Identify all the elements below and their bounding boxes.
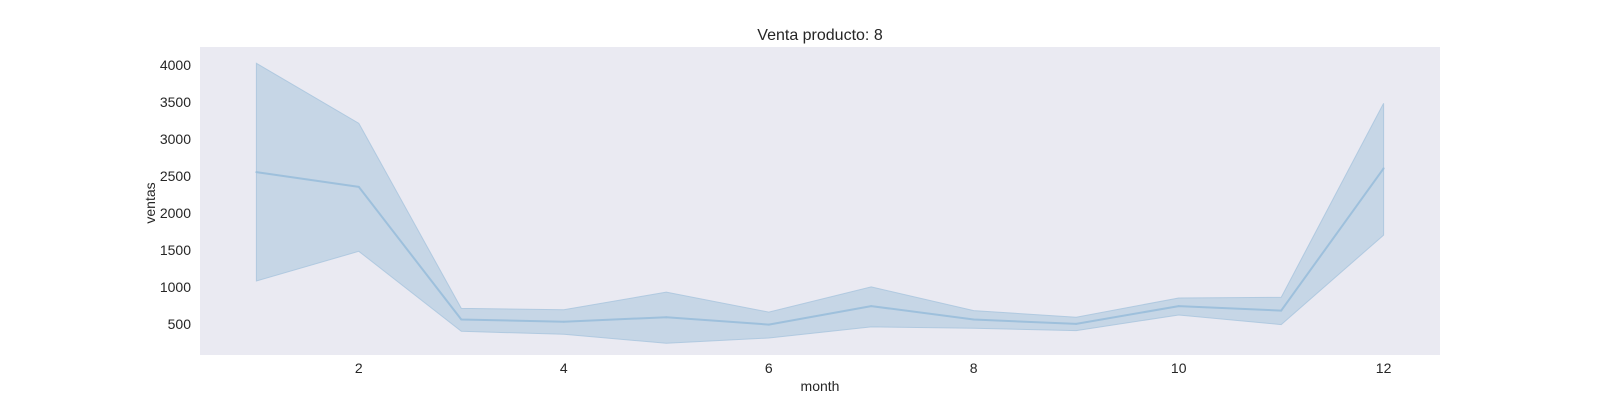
x-axis-label: month xyxy=(801,378,840,394)
confidence-band xyxy=(255,62,1385,344)
data-point xyxy=(255,171,258,174)
data-point xyxy=(767,323,770,326)
series-line xyxy=(256,167,1385,326)
x-tick-label: 12 xyxy=(1376,360,1392,376)
y-tick-label: 3500 xyxy=(160,94,191,110)
x-tick-label: 8 xyxy=(970,360,978,376)
y-tick-label: 500 xyxy=(168,316,192,332)
x-tick-label: 2 xyxy=(355,360,363,376)
x-tick-label: 4 xyxy=(560,360,568,376)
data-point xyxy=(1177,305,1180,308)
data-point xyxy=(972,318,975,321)
x-tick-label: 10 xyxy=(1171,360,1187,376)
data-point xyxy=(460,318,463,321)
y-tick-label: 2000 xyxy=(160,205,191,221)
data-point xyxy=(870,305,873,308)
data-point xyxy=(1382,167,1385,170)
data-point xyxy=(1075,322,1078,325)
chart-title: Venta producto: 8 xyxy=(757,27,883,44)
x-tick-label: 6 xyxy=(765,360,773,376)
y-axis-label: ventas xyxy=(142,182,158,223)
y-tick-label: 1000 xyxy=(160,279,191,295)
data-point xyxy=(1280,309,1283,312)
y-tick-label: 1500 xyxy=(160,242,191,258)
y-tick-label: 3000 xyxy=(160,131,191,147)
data-point xyxy=(562,320,565,323)
data-point xyxy=(665,316,668,319)
data-point xyxy=(357,185,360,188)
y-tick-label: 4000 xyxy=(160,57,191,73)
y-tick-label: 2500 xyxy=(160,168,191,184)
